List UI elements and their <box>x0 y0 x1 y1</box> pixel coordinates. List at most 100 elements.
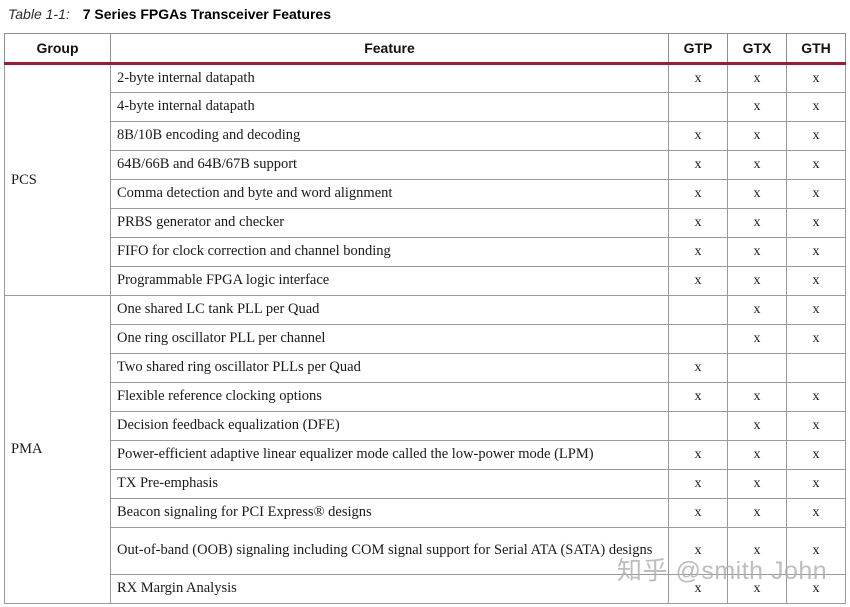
table-row: Beacon signaling for PCI Express® design… <box>5 498 846 528</box>
gtp-cell: x <box>668 498 728 528</box>
feature-cell: One ring oscillator PLL per channel <box>110 324 669 354</box>
gth-cell <box>786 353 846 383</box>
gtp-cell: x <box>668 469 728 499</box>
gtp-cell: x <box>668 63 728 93</box>
feature-cell: Out-of-band (OOB) signaling including CO… <box>110 527 669 575</box>
gth-cell: x <box>786 324 846 354</box>
gth-cell: x <box>786 527 846 575</box>
table-row: FIFO for clock correction and channel bo… <box>5 237 846 267</box>
feature-cell: Programmable FPGA logic interface <box>110 266 669 296</box>
feature-cell: PRBS generator and checker <box>110 208 669 238</box>
table-row: PCS 2-byte internal datapath x x x <box>4 63 846 296</box>
gth-cell: x <box>786 150 846 180</box>
gtp-cell <box>668 92 728 122</box>
feature-cell: 8B/10B encoding and decoding <box>110 121 669 151</box>
feature-cell: 64B/66B and 64B/67B support <box>110 150 669 180</box>
gtx-cell: x <box>727 208 787 238</box>
table-row: 64B/66B and 64B/67B support x x x <box>5 150 846 180</box>
table-row: Power-efficient adaptive linear equalize… <box>5 440 846 470</box>
header-row: Group Feature GTP GTX GTH <box>4 33 846 65</box>
gtp-cell: x <box>668 208 728 238</box>
feature-cell: RX Margin Analysis <box>110 574 669 604</box>
feature-cell: FIFO for clock correction and channel bo… <box>110 237 669 267</box>
gth-cell: x <box>786 382 846 412</box>
column-header-group: Group <box>4 33 111 65</box>
feature-cell: 2-byte internal datapath <box>110 63 669 93</box>
table-row: PMA One shared LC tank PLL per Quad x x <box>4 295 846 604</box>
table-caption-number: Table 1-1: <box>8 6 70 22</box>
gth-cell: x <box>786 63 846 93</box>
column-header-feature: Feature <box>110 33 669 65</box>
gtx-cell <box>727 353 787 383</box>
feature-cell: Flexible reference clocking options <box>110 382 669 412</box>
feature-cell: Two shared ring oscillator PLLs per Quad <box>110 353 669 383</box>
gtp-cell: x <box>668 150 728 180</box>
feature-cell: One shared LC tank PLL per Quad <box>110 295 669 325</box>
gtp-cell <box>668 295 728 325</box>
gtx-cell: x <box>727 440 787 470</box>
gtx-cell: x <box>727 92 787 122</box>
gtx-cell: x <box>727 411 787 441</box>
gtx-cell: x <box>727 574 787 604</box>
table-row: Two shared ring oscillator PLLs per Quad… <box>5 353 846 383</box>
gth-cell: x <box>786 266 846 296</box>
gth-cell: x <box>786 498 846 528</box>
table-caption-title: 7 Series FPGAs Transceiver Features <box>82 6 331 22</box>
table-row: 4-byte internal datapath x x <box>5 92 846 122</box>
table-row: Flexible reference clocking options x x … <box>5 382 846 412</box>
group-cell-pma: PMA <box>4 295 111 604</box>
table-row: Out-of-band (OOB) signaling including CO… <box>5 527 846 575</box>
feature-cell: Comma detection and byte and word alignm… <box>110 179 669 209</box>
gtx-cell: x <box>727 179 787 209</box>
gtx-cell: x <box>727 382 787 412</box>
gth-cell: x <box>786 574 846 604</box>
gth-cell: x <box>786 92 846 122</box>
table-row: 8B/10B encoding and decoding x x x <box>5 121 846 151</box>
gtp-cell: x <box>668 121 728 151</box>
table-caption: Table 1-1: 7 Series FPGAs Transceiver Fea… <box>8 6 331 22</box>
table-row: One ring oscillator PLL per channel x x <box>5 324 846 354</box>
gtx-cell: x <box>727 121 787 151</box>
feature-cell: TX Pre-emphasis <box>110 469 669 499</box>
gth-cell: x <box>786 295 846 325</box>
gtx-cell: x <box>727 63 787 93</box>
gtp-cell: x <box>668 382 728 412</box>
gtx-cell: x <box>727 150 787 180</box>
column-header-gtp: GTP <box>668 33 728 65</box>
table-row: Programmable FPGA logic interface x x x <box>5 266 846 296</box>
features-table: Group Feature GTP GTX GTH PCS 2-byte int… <box>4 33 846 604</box>
gth-cell: x <box>786 208 846 238</box>
table-row: PRBS generator and checker x x x <box>5 208 846 238</box>
gtx-cell: x <box>727 295 787 325</box>
gtp-cell: x <box>668 440 728 470</box>
column-header-gtx: GTX <box>727 33 787 65</box>
feature-cell: Decision feedback equalization (DFE) <box>110 411 669 441</box>
table-row: TX Pre-emphasis x x x <box>5 469 846 499</box>
gtx-cell: x <box>727 469 787 499</box>
gth-cell: x <box>786 469 846 499</box>
gtp-cell: x <box>668 353 728 383</box>
feature-cell: Power-efficient adaptive linear equalize… <box>110 440 669 470</box>
gtx-cell: x <box>727 266 787 296</box>
gth-cell: x <box>786 237 846 267</box>
gth-cell: x <box>786 411 846 441</box>
gtp-cell: x <box>668 527 728 575</box>
gtx-cell: x <box>727 527 787 575</box>
feature-cell: 4-byte internal datapath <box>110 92 669 122</box>
table-row: Comma detection and byte and word alignm… <box>5 179 846 209</box>
gtp-cell <box>668 324 728 354</box>
feature-cell: Beacon signaling for PCI Express® design… <box>110 498 669 528</box>
gtx-cell: x <box>727 237 787 267</box>
gth-cell: x <box>786 121 846 151</box>
gtp-cell <box>668 411 728 441</box>
gtp-cell: x <box>668 266 728 296</box>
gtx-cell: x <box>727 498 787 528</box>
gth-cell: x <box>786 179 846 209</box>
column-header-gth: GTH <box>786 33 846 65</box>
gtp-cell: x <box>668 237 728 267</box>
table-row: Decision feedback equalization (DFE) x x <box>5 411 846 441</box>
gth-cell: x <box>786 440 846 470</box>
table-row: RX Margin Analysis x x x <box>5 574 846 604</box>
group-cell-pcs: PCS <box>4 63 111 296</box>
